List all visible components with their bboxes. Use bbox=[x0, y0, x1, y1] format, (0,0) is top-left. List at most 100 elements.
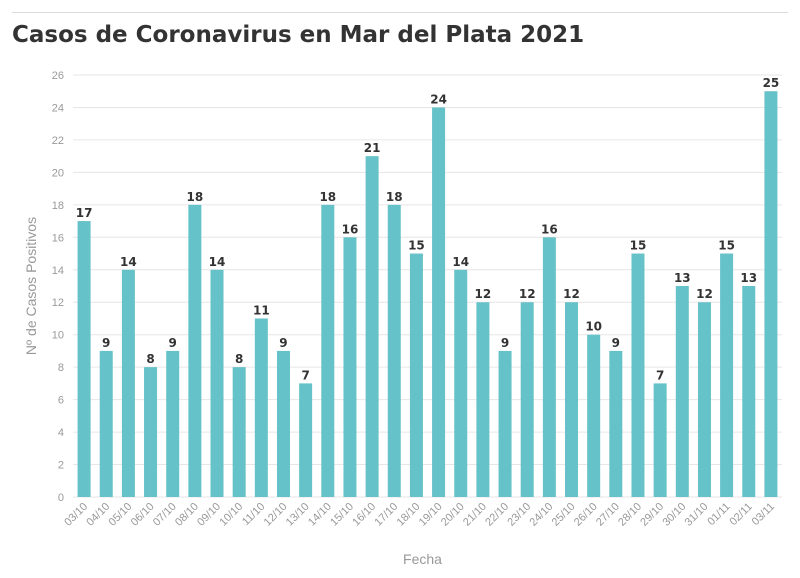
y-tick-label: 14 bbox=[52, 265, 64, 277]
bar bbox=[144, 367, 158, 497]
bar-value-label: 12 bbox=[696, 287, 713, 301]
bar-value-label: 14 bbox=[209, 255, 226, 269]
bar-value-label: 13 bbox=[674, 271, 691, 285]
bar bbox=[321, 204, 335, 497]
y-axis-title: Nº de Casos Positivos bbox=[23, 217, 39, 355]
bar-value-label: 9 bbox=[169, 336, 177, 350]
bar-value-label: 14 bbox=[120, 255, 137, 269]
x-tick-label: 16/10 bbox=[350, 501, 378, 529]
x-tick-label: 11/10 bbox=[240, 501, 267, 528]
bar bbox=[764, 91, 778, 497]
bar-value-label: 9 bbox=[612, 336, 620, 350]
top-divider bbox=[12, 12, 788, 13]
bar bbox=[542, 237, 556, 498]
x-tick-label: 26/10 bbox=[572, 501, 600, 529]
bar-value-label: 8 bbox=[146, 352, 154, 366]
bar bbox=[343, 237, 357, 498]
y-tick-label: 16 bbox=[52, 232, 64, 244]
bar bbox=[188, 204, 202, 497]
bar-value-label: 15 bbox=[630, 239, 647, 253]
x-tick-label: 25/10 bbox=[550, 501, 578, 529]
x-tick-label: 27/10 bbox=[594, 501, 622, 529]
bar-value-label: 16 bbox=[541, 222, 558, 236]
bar-value-label: 12 bbox=[563, 287, 580, 301]
bar-value-label: 15 bbox=[408, 239, 425, 253]
bar bbox=[299, 383, 313, 497]
bar-value-label: 9 bbox=[279, 336, 287, 350]
bar-value-label: 7 bbox=[301, 368, 309, 382]
x-tick-label: 09/10 bbox=[195, 501, 223, 529]
x-tick-label: 24/10 bbox=[528, 501, 556, 529]
bar bbox=[697, 302, 711, 497]
bar bbox=[210, 269, 224, 497]
x-tick-label: 02/11 bbox=[728, 501, 755, 528]
bar bbox=[409, 253, 423, 497]
x-tick-label: 06/10 bbox=[129, 501, 157, 529]
bar-value-label: 18 bbox=[187, 190, 204, 204]
y-tick-label: 4 bbox=[58, 427, 64, 439]
bar bbox=[675, 286, 689, 497]
x-tick-label: 03/10 bbox=[62, 501, 90, 529]
x-tick-label: 19/10 bbox=[417, 501, 445, 529]
y-tick-label: 10 bbox=[52, 330, 64, 342]
bar bbox=[609, 350, 623, 497]
bar bbox=[476, 302, 490, 497]
bar-value-label: 17 bbox=[76, 206, 93, 220]
bar-value-label: 18 bbox=[319, 190, 336, 204]
x-tick-label: 04/10 bbox=[84, 501, 112, 529]
y-tick-label: 6 bbox=[58, 395, 64, 407]
x-tick-label: 01/11 bbox=[705, 501, 732, 528]
bar bbox=[454, 269, 468, 497]
bar-value-label: 11 bbox=[253, 303, 270, 317]
y-tick-label: 24 bbox=[52, 102, 64, 114]
bar-value-label: 9 bbox=[501, 336, 509, 350]
bar-value-label: 18 bbox=[386, 190, 403, 204]
bar bbox=[232, 367, 246, 497]
x-tick-label: 05/10 bbox=[107, 501, 135, 529]
bar bbox=[166, 350, 180, 497]
bar-value-label: 10 bbox=[585, 320, 602, 334]
y-tick-label: 26 bbox=[52, 70, 64, 82]
bar-value-label: 8 bbox=[235, 352, 243, 366]
bar-value-label: 21 bbox=[364, 141, 381, 155]
gridlines bbox=[73, 74, 782, 498]
bar bbox=[432, 107, 446, 497]
bar bbox=[99, 350, 113, 497]
bar bbox=[498, 350, 512, 497]
bar bbox=[121, 269, 135, 497]
y-tick-label: 0 bbox=[58, 492, 64, 504]
y-tick-label: 22 bbox=[52, 135, 64, 147]
bar bbox=[631, 253, 645, 497]
x-tick-label: 20/10 bbox=[439, 501, 467, 529]
y-tick-label: 12 bbox=[52, 297, 64, 309]
bar-value-label: 25 bbox=[763, 76, 780, 90]
x-tick-label: 12/10 bbox=[262, 501, 290, 529]
bar bbox=[387, 204, 401, 497]
bar bbox=[587, 334, 601, 497]
value-labels: 17 9 14 8 9 18 14 8 11 9 7 18 16 21 18 15 24 14 12 9 12 16 12 1… bbox=[76, 76, 780, 382]
chart-title: Casos de Coronavirus en Mar del Plata 20… bbox=[12, 22, 585, 48]
x-tick-label: 07/10 bbox=[151, 501, 179, 529]
x-tick-label: 14/10 bbox=[306, 501, 334, 529]
bar bbox=[77, 221, 91, 498]
x-tick-label: 29/10 bbox=[638, 501, 666, 529]
x-tick-label: 15/10 bbox=[328, 501, 356, 529]
x-tick-label: 08/10 bbox=[173, 501, 201, 529]
x-tick-label: 03/11 bbox=[750, 501, 777, 528]
x-tick-label: 23/10 bbox=[505, 501, 533, 529]
bar-value-label: 15 bbox=[718, 239, 735, 253]
x-axis-ticks: 03/1004/1005/1006/1007/1008/1009/1010/10… bbox=[62, 501, 777, 529]
y-tick-label: 2 bbox=[58, 460, 64, 472]
x-tick-label: 17/10 bbox=[372, 501, 400, 529]
bar-value-label: 24 bbox=[430, 92, 447, 106]
x-tick-label: 21/10 bbox=[461, 501, 489, 529]
bar bbox=[254, 318, 268, 497]
bar bbox=[520, 302, 534, 497]
bar-value-label: 16 bbox=[342, 222, 359, 236]
y-tick-label: 18 bbox=[52, 200, 64, 212]
x-axis-title: Fecha bbox=[403, 551, 442, 567]
bar bbox=[276, 350, 290, 497]
bar bbox=[653, 383, 667, 497]
